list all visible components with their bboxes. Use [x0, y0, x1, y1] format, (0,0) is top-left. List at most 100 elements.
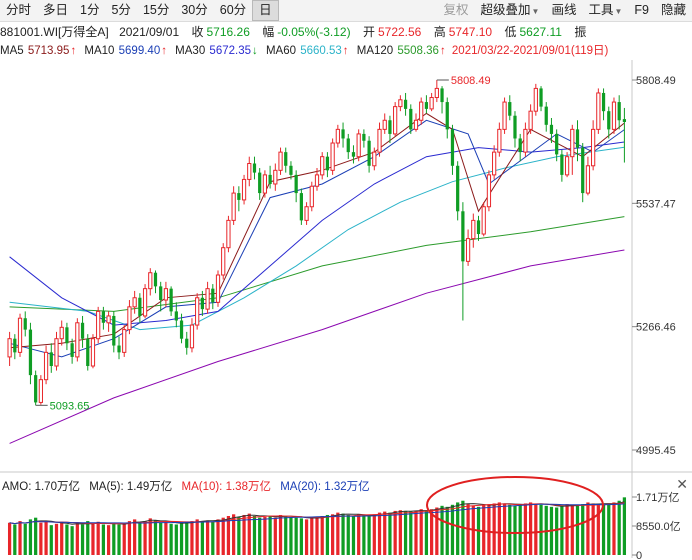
candle-body: [486, 174, 492, 208]
candle-body: [341, 129, 345, 139]
volume-bar: [70, 526, 74, 555]
period-tab-multiday[interactable]: 多日: [43, 3, 69, 17]
period-tab-60min[interactable]: 60分: [219, 3, 247, 17]
candle-body: [367, 140, 371, 166]
candle-body: [268, 174, 272, 184]
volume-bar: [86, 521, 90, 555]
candle-body: [330, 142, 335, 171]
candle-body: [70, 343, 74, 357]
candle-body: [409, 108, 413, 130]
candle-body: [362, 133, 366, 141]
change-value: -0.05%(-3.12): [277, 25, 351, 39]
amo-value: 1.70万亿: [34, 481, 80, 493]
max-label: 5808.49: [451, 75, 491, 87]
candle-body: [174, 311, 178, 321]
candle-body: [564, 156, 570, 176]
volume-tick-label: 0: [636, 550, 642, 560]
candle-body: [533, 87, 538, 112]
candle-body: [226, 219, 231, 249]
candle-body: [388, 120, 392, 134]
arrow-down-icon: ↓: [252, 45, 258, 57]
candle-body: [215, 274, 221, 303]
candle-body: [518, 138, 522, 153]
candle-body: [86, 338, 90, 367]
low-label: 低: [504, 25, 517, 39]
volume-bar: [315, 517, 319, 555]
volume-bar: [403, 510, 408, 555]
low-value: 5627.11: [519, 25, 562, 39]
candle-body: [403, 99, 408, 109]
volume-bar: [310, 517, 314, 555]
high-value: 5747.10: [448, 25, 493, 39]
volume-bar: [75, 522, 79, 555]
volume-bar: [159, 522, 163, 555]
ma30-label: MA30: [175, 45, 206, 57]
candle-body: [189, 324, 195, 349]
tools-button[interactable]: 工具▼: [582, 1, 628, 20]
arrow-up-icon: ↑: [161, 45, 167, 57]
volume-bar: [200, 521, 204, 555]
volume-bar: [221, 517, 225, 555]
candle-body: [17, 317, 23, 353]
arrow-up-icon: ↑: [70, 45, 77, 57]
period-tab-intraday[interactable]: 分时: [6, 3, 32, 17]
f9-button[interactable]: F9: [634, 3, 649, 17]
vol-ma10-label: MA(10):: [181, 481, 223, 493]
candle-body: [195, 297, 200, 326]
amplitude-label: 振: [574, 25, 587, 39]
volume-bar: [60, 521, 64, 555]
period-tab-15min[interactable]: 15分: [142, 3, 170, 17]
ma30-value: 5672.35: [209, 45, 251, 57]
candle-body: [471, 219, 476, 240]
candle-body: [211, 288, 215, 303]
volume-bar: [622, 497, 627, 555]
min-label: 5093.65: [50, 400, 90, 412]
period-tab-30min[interactable]: 30分: [181, 3, 208, 17]
volume-bar: [216, 519, 220, 555]
volume-bar: [388, 512, 392, 555]
volume-bar: [617, 500, 621, 555]
ma60-label: MA60: [265, 45, 296, 57]
candle-body: [351, 152, 356, 157]
date-range: 2021/03/22-2021/09/01(119日): [451, 45, 609, 57]
volume-bar: [528, 502, 533, 555]
period-tab-1min[interactable]: 1分: [80, 3, 100, 17]
y-tick-label: 4995.45: [636, 445, 676, 457]
volume-bar: [502, 504, 507, 555]
candle-body: [429, 97, 434, 110]
volume-bar: [190, 521, 194, 555]
volume-bar: [117, 524, 121, 555]
volume-bar: [450, 504, 455, 555]
candle-body: [570, 128, 575, 158]
candle-body: [54, 338, 59, 367]
candle-body: [622, 119, 627, 122]
candle-body: [335, 128, 340, 144]
hide-button[interactable]: 隐藏: [660, 3, 686, 17]
volume-bar: [185, 521, 189, 555]
overlay-button[interactable]: 超级叠加▼: [475, 1, 546, 20]
candle-body: [372, 151, 377, 167]
candle-body: [59, 326, 64, 340]
close-value: 5716.26: [206, 25, 250, 39]
candle-body: [611, 101, 617, 130]
adjust-button[interactable]: 复权: [443, 3, 469, 17]
volume-bar: [570, 504, 574, 555]
volume-bar: [414, 510, 418, 555]
volume-bar: [80, 524, 85, 555]
candle-body: [179, 320, 184, 339]
change-label: 幅: [262, 25, 275, 39]
close-icon[interactable]: ✕: [676, 476, 688, 492]
y-tick-label: 5266.46: [636, 322, 676, 334]
volume-bar: [211, 521, 215, 555]
overlay-label: 超级叠加: [480, 3, 531, 17]
vol-ma5-value: 1.49万亿: [126, 481, 173, 493]
candle-body: [237, 193, 241, 200]
volume-bar: [409, 511, 413, 555]
volume-bar: [325, 514, 330, 555]
period-tab-5min[interactable]: 5分: [111, 3, 131, 17]
volume-bar: [133, 519, 137, 555]
period-tab-daily[interactable]: 日: [252, 0, 279, 21]
volume-bar: [49, 525, 53, 555]
draw-button[interactable]: 画线: [551, 3, 577, 17]
